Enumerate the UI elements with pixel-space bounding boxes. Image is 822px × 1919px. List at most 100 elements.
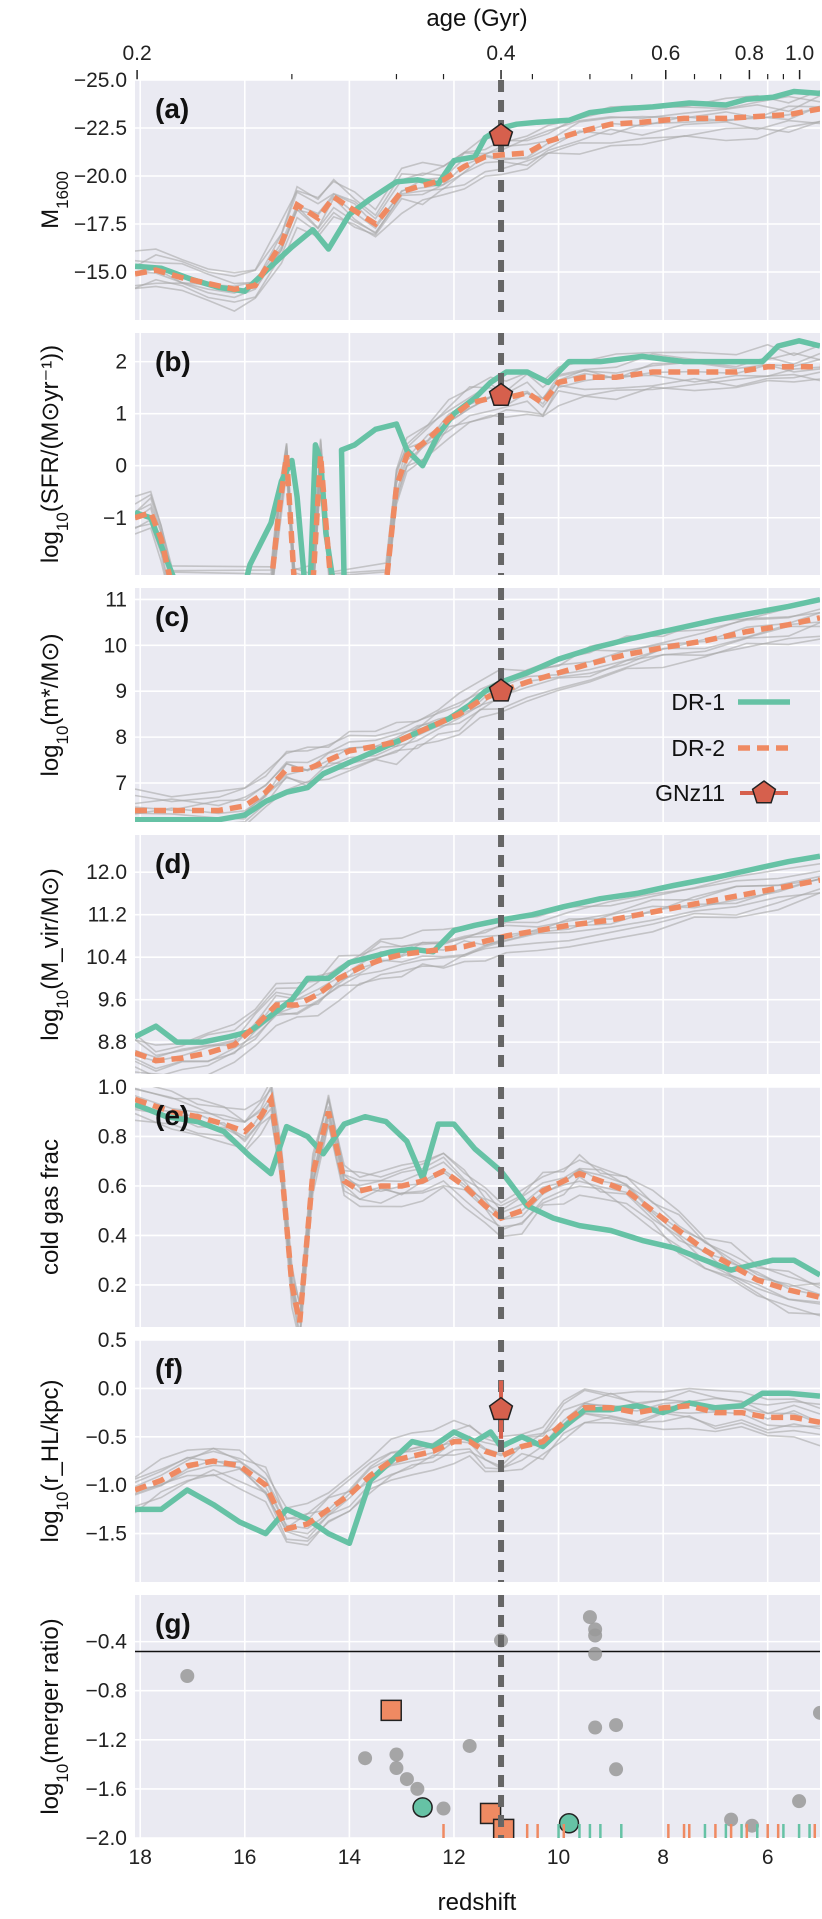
y-tick-label: 10 — [104, 634, 127, 657]
y-axis-label-sub: 1600 — [53, 171, 72, 209]
grey-track — [135, 1087, 820, 1305]
merger-point-grey — [745, 1818, 760, 1833]
y-axis-label-tail: (merger ratio) — [37, 1618, 64, 1763]
y-axis-label-main: M — [37, 209, 64, 229]
y-tick-label: −1.0 — [86, 1474, 127, 1497]
dr2-line — [135, 1403, 820, 1532]
top-axis: 0.2 0.4 0.6 0.8 1.0 — [122, 42, 814, 80]
x-tick-label: 8 — [657, 1846, 669, 1869]
top-tick-label: 0.2 — [122, 42, 151, 65]
x-tick-label: 16 — [233, 1846, 256, 1869]
panel-content — [135, 1610, 820, 1838]
y-tick-label: 9.6 — [98, 989, 127, 1012]
panel-b: −1 0 1 2 (b) log10(SFR/(M⊙yr⁻¹)) — [37, 333, 820, 575]
grey-track — [135, 1389, 820, 1521]
y-axis-label-sub: 10 — [53, 1492, 72, 1511]
grey-track — [135, 892, 820, 1074]
panel-content — [135, 596, 820, 822]
y-tick-label: −1 — [103, 507, 127, 530]
y-tick-label: −15.0 — [74, 261, 127, 284]
y-tick-label: −1.2 — [86, 1729, 127, 1752]
y-tick-label: 10.4 — [86, 946, 127, 969]
y-tick-label: −20.0 — [74, 165, 127, 188]
merger-point-grey — [462, 1738, 477, 1753]
grey-track — [135, 621, 820, 815]
y-tick-label: −0.4 — [86, 1631, 128, 1654]
y-tick-label: 11.2 — [88, 904, 127, 927]
dr2-line — [135, 106, 820, 293]
y-axis-label-tail: (r_HL/kpc) — [37, 1380, 64, 1492]
y-tick-label: −1.6 — [86, 1778, 127, 1801]
grey-track — [135, 892, 820, 1072]
y-axis-label: log10(merger ratio) — [37, 1618, 72, 1814]
panel-e: 0.2 0.4 0.6 0.8 1.0 (e) cold gas frac — [37, 1076, 820, 1327]
y-axis-label-tail: (M_vir/M⊙) — [37, 868, 64, 989]
dr1-line — [135, 1101, 820, 1278]
dr1-line — [135, 853, 820, 1045]
grey-track — [135, 1387, 820, 1509]
panel-content — [135, 1087, 820, 1327]
y-tick-label: 11 — [105, 588, 127, 611]
grey-track — [135, 598, 820, 798]
dr1-merger-point — [558, 1813, 580, 1834]
gnz11-marker — [488, 1396, 514, 1421]
y-tick-label: 0 — [115, 455, 127, 478]
x-tick-label: 12 — [442, 1846, 465, 1869]
merger-point-grey — [588, 1720, 603, 1735]
top-tick-label: 0.4 — [486, 42, 516, 65]
panel-content — [135, 88, 820, 312]
panel-label: (a) — [155, 93, 189, 124]
y-axis-label-main: log — [37, 744, 64, 776]
merger-point-grey — [410, 1781, 425, 1796]
x-tick-label: 6 — [762, 1846, 774, 1869]
panel-content — [135, 1387, 820, 1547]
merger-point-grey — [609, 1762, 624, 1777]
y-axis-label: M1600 — [37, 171, 72, 229]
top-tick-label: 1.0 — [785, 42, 814, 65]
y-tick-label: 8 — [115, 726, 127, 749]
panel-label: (e) — [155, 1100, 189, 1131]
dr1-line — [135, 338, 820, 575]
grey-track — [152, 1087, 820, 1306]
y-axis-label: log10(m*/M⊙) — [37, 633, 72, 776]
merger-point-grey — [588, 1628, 603, 1643]
dr2-merger-point — [380, 1699, 402, 1722]
panel-g: −2.0 −1.6 −1.2 −0.8 −0.4 (g) log10(merger rati… — [37, 1595, 820, 1850]
y-tick-label: −22.5 — [74, 117, 127, 140]
y-tick-label: 0.6 — [98, 1175, 127, 1198]
y-axis-label-sub: 10 — [53, 1764, 72, 1783]
merger-point-grey — [436, 1801, 451, 1816]
y-tick-label: −17.5 — [74, 213, 127, 236]
y-axis-label-sub: 10 — [53, 512, 72, 531]
panel-label: (c) — [155, 601, 189, 632]
y-tick-label: 1.0 — [98, 1076, 127, 1099]
x-tick-label: 18 — [129, 1846, 152, 1869]
dr2-line — [135, 877, 820, 1064]
y-axis-label-main: log — [37, 531, 64, 563]
merger-point-grey — [389, 1747, 404, 1762]
panel-content — [135, 853, 820, 1074]
grey-track — [135, 611, 820, 807]
top-tick-label: 0.6 — [651, 42, 680, 65]
grey-track — [247, 638, 820, 822]
y-tick-label: 7 — [115, 772, 127, 795]
y-tick-label: 0.2 — [98, 1274, 127, 1297]
dr2-line — [135, 615, 820, 814]
merger-point-grey — [399, 1772, 414, 1787]
merger-point-grey — [792, 1794, 807, 1809]
y-axis-label-tail: (m*/M⊙) — [37, 633, 64, 725]
y-axis-label: cold gas frac — [37, 1139, 64, 1275]
grey-track — [135, 94, 820, 285]
merger-point-grey — [724, 1812, 739, 1827]
panel-background — [135, 1340, 820, 1582]
merger-point-grey — [609, 1718, 624, 1733]
dr2-line — [135, 364, 820, 575]
legend-label: DR-2 — [671, 735, 725, 761]
y-axis-label-tail: (SFR/(M⊙yr⁻¹)) — [37, 345, 64, 512]
grey-track — [135, 1112, 820, 1327]
grey-track — [135, 863, 820, 1046]
y-axis-label-main: cold gas frac — [37, 1139, 64, 1275]
